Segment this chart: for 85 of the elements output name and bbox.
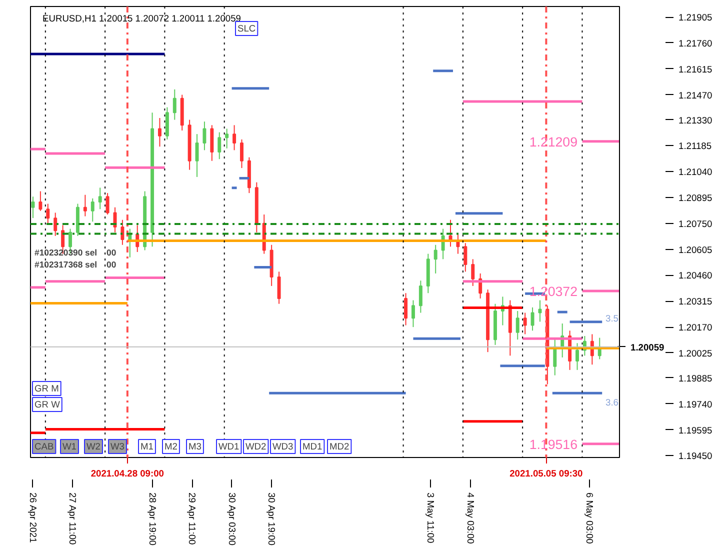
y-tick-label: 1.19595 <box>678 425 712 436</box>
candlestick <box>165 106 169 140</box>
x-tick-label: 26 Apr 2021 <box>28 492 38 543</box>
y-tick-label: 1.21040 <box>678 167 712 178</box>
annotation: GR M <box>34 384 59 394</box>
candlestick <box>195 134 199 178</box>
candlestick <box>523 312 527 335</box>
x-tick-label: 30 Apr 03:00 <box>226 492 237 546</box>
annotation: 1.19516 <box>529 436 578 452</box>
y-tick-label: 1.21615 <box>678 64 712 74</box>
x-tick-label: 6 May 03:00 <box>584 492 595 544</box>
annotation: M1 <box>140 442 154 452</box>
candlestick <box>530 306 534 332</box>
y-tick-label: 1.20460 <box>678 270 712 281</box>
candlestick <box>576 342 579 370</box>
annotation: WD2 <box>246 442 266 452</box>
candlestick <box>418 280 422 314</box>
annotation: 00 <box>106 260 116 270</box>
annotation: GR W <box>34 400 60 410</box>
candlestick <box>54 212 58 236</box>
y-tick-label: 1.20895 <box>678 193 712 204</box>
candlestick <box>471 258 475 286</box>
candlestick <box>232 124 236 151</box>
candlestick <box>46 203 50 224</box>
annotation: SLC <box>238 24 256 34</box>
candlestick <box>434 244 438 274</box>
y-tick-label: 1.20605 <box>678 244 712 255</box>
y-tick-label: 1.20025 <box>678 348 712 358</box>
candlestick <box>106 192 110 215</box>
annotation: 1.20372 <box>529 284 578 300</box>
annotation: 3.5 <box>606 314 618 324</box>
candlestick <box>31 196 35 219</box>
annotation: M2 <box>164 442 178 452</box>
annotation: MD2 <box>330 442 350 452</box>
x-tick-label: 3 May 11:00 <box>426 492 436 544</box>
x-tick-label: 27 Apr 11:00 <box>68 492 78 545</box>
candlestick <box>210 124 214 162</box>
ref-line-label: 2021.05.05 09:30 <box>510 468 583 478</box>
y-tick-label: 1.20750 <box>678 218 712 229</box>
candlestick <box>464 242 468 272</box>
annotation: CAB <box>34 442 54 452</box>
candlestick <box>516 310 520 340</box>
y-tick-label: 1.19740 <box>678 399 712 410</box>
candlestick <box>90 198 94 222</box>
candlestick <box>225 128 229 149</box>
candlestick <box>172 88 176 120</box>
y-tick-label: 1.21760 <box>678 38 712 48</box>
annotation: WD3 <box>272 442 294 452</box>
annotation: MD1 <box>302 442 322 452</box>
annotation: WD1 <box>218 442 240 452</box>
x-tick-label: 28 Apr 19:00 <box>147 492 158 546</box>
y-tick-label: 1.20315 <box>678 296 712 307</box>
candlestick <box>277 271 281 304</box>
y-tick-label: 1.19885 <box>678 373 712 384</box>
candlestick <box>404 292 408 326</box>
annotation: M3 <box>188 442 202 452</box>
x-tick-label: 30 Apr 19:00 <box>266 492 277 546</box>
candlestick <box>218 132 222 160</box>
annotation: #102317368 sel <box>34 260 98 270</box>
ref-line-label: 1.20059 <box>630 342 664 352</box>
y-tick-label: 1.21470 <box>678 90 712 100</box>
annotation: W3 <box>110 442 124 452</box>
x-tick-label: 29 Apr 11:00 <box>187 492 198 545</box>
y-tick-label: 1.19450 <box>678 451 712 462</box>
y-tick-label: 1.21185 <box>678 141 712 152</box>
candlestick <box>411 300 415 328</box>
candlestick <box>38 190 42 212</box>
annotation: W1 <box>62 442 76 452</box>
y-tick-label: 1.21330 <box>678 115 712 126</box>
annotation: 00 <box>106 248 116 258</box>
y-tick-label: 1.20170 <box>678 322 712 333</box>
text: EURUSD,H1 1.20015 1.20072 1.20011 1.20059 <box>42 14 241 24</box>
candlestick <box>83 194 87 217</box>
ref-line-label: 2021.04.28 09:00 <box>90 468 164 478</box>
annotation: 3.6 <box>606 398 618 408</box>
candlestick <box>202 121 206 151</box>
annotation: #102320390 sel <box>34 248 98 258</box>
candlestick <box>240 138 244 169</box>
candlestick <box>98 187 102 210</box>
candlestick <box>158 118 162 148</box>
annotation: W2 <box>86 442 100 452</box>
x-tick-label: 4 May 03:00 <box>465 492 476 544</box>
y-tick-label: 1.21905 <box>678 12 712 23</box>
candlestick <box>538 300 542 322</box>
annotation: 1.21209 <box>529 134 578 150</box>
